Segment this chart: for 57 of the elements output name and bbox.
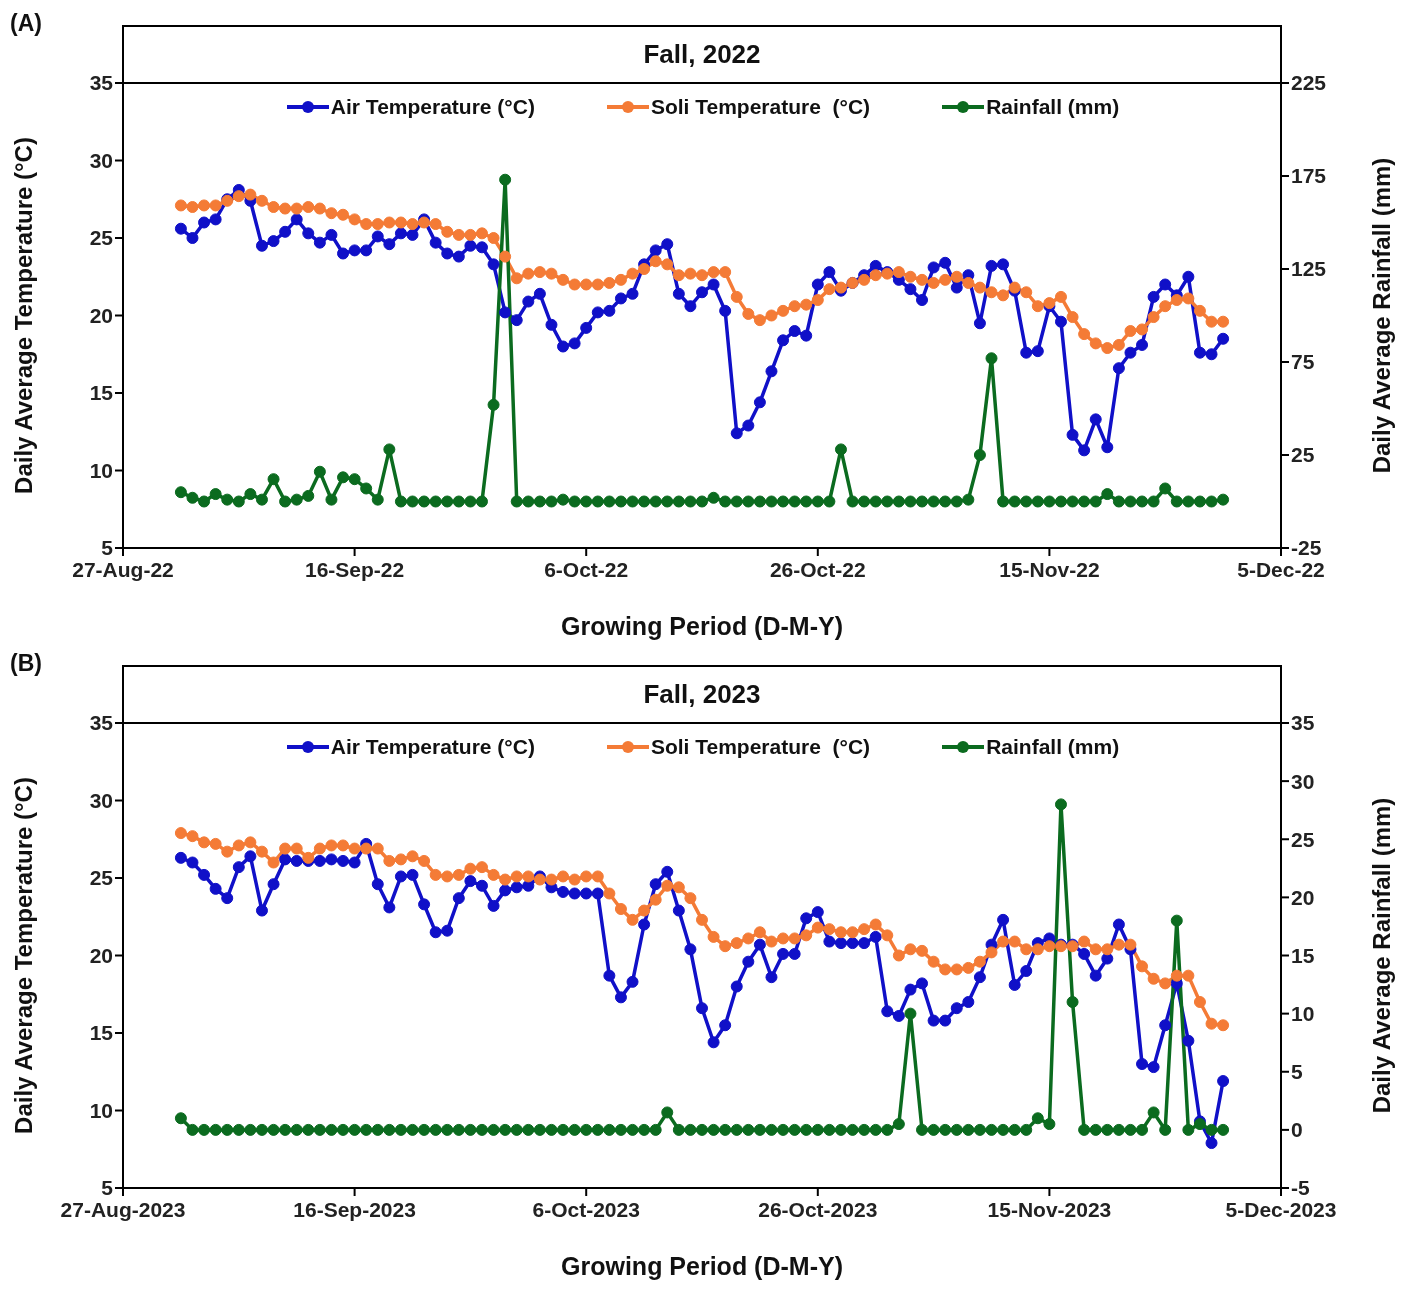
y-tick-label: 35 <box>89 71 114 95</box>
chart-title: Fall, 2022 <box>122 25 1282 84</box>
y-tick-label: 5 <box>101 536 114 560</box>
x-tick-label: 16-Sep-22 <box>304 557 405 581</box>
y2-tick-label: 25 <box>1291 827 1315 851</box>
x-tick-label: 26-Oct-22 <box>769 557 866 581</box>
y-tick-label: 25 <box>89 866 114 890</box>
y2-tick-label: -5 <box>1291 1176 1310 1200</box>
y-tick-label: 25 <box>89 226 114 250</box>
y-tick-label: 30 <box>89 148 113 172</box>
y-axis-title: Daily Average Temperature (°C) <box>9 777 37 1134</box>
text: (A) <box>10 10 42 37</box>
legend-label: Rainfall (mm) <box>986 735 1120 759</box>
chart-title: Fall, 2023 <box>122 665 1282 724</box>
y2-tick-label: 125 <box>1291 257 1327 281</box>
y-tick-label: 15 <box>89 1021 114 1045</box>
y2-tick-label: 75 <box>1291 350 1315 374</box>
y-tick-label: 20 <box>89 303 113 327</box>
y2-tick-label: 30 <box>1291 769 1315 793</box>
y2-axis-title: Daily Average Rainfall (mm) <box>1367 797 1395 1114</box>
y2-tick-label: 20 <box>1291 885 1315 909</box>
y-tick-label: 10 <box>89 1098 113 1122</box>
y2-tick-label: 15 <box>1291 943 1315 967</box>
legend-label: Soli Temperature (°C) <box>650 95 871 119</box>
x-tick-label: 27-Aug-22 <box>72 557 174 581</box>
y2-tick-label: 5 <box>1291 1060 1303 1084</box>
y-tick-label: 10 <box>89 458 113 482</box>
y2-tick-label: 25 <box>1291 443 1315 467</box>
y-tick-label: 20 <box>89 943 113 967</box>
y2-tick-label: 225 <box>1291 71 1327 95</box>
x-tick-label: 27-Aug-2023 <box>60 1197 186 1221</box>
legend-label: Soli Temperature (°C) <box>650 735 871 759</box>
x-tick-label: 26-Oct-2023 <box>758 1197 878 1221</box>
text: (B) <box>10 650 42 677</box>
x-tick-label: 5-Dec-2023 <box>1225 1197 1337 1221</box>
y-axis-title: Daily Average Temperature (°C) <box>9 137 37 494</box>
legend-label: Air Temperature (°C) <box>330 735 535 759</box>
x-tick-label: 16-Sep-2023 <box>293 1197 416 1221</box>
y2-tick-label: -25 <box>1291 536 1322 560</box>
y-tick-label: 35 <box>89 711 114 735</box>
x-axis-title: Growing Period (D-M-Y) <box>561 1252 843 1280</box>
y2-axis-title: Daily Average Rainfall (mm) <box>1367 157 1395 474</box>
x-tick-label: 6-Oct-22 <box>544 557 629 581</box>
y-tick-label: 5 <box>101 1176 114 1200</box>
legend-label: Air Temperature (°C) <box>330 95 535 119</box>
y2-tick-label: 0 <box>1291 1118 1303 1142</box>
legend-label: Rainfall (mm) <box>986 95 1120 119</box>
y-tick-label: 30 <box>89 788 113 812</box>
x-tick-label: 6-Oct-2023 <box>532 1197 640 1221</box>
x-tick-label: 5-Dec-22 <box>1237 557 1325 581</box>
x-tick-label: 15-Nov-2023 <box>987 1197 1112 1221</box>
y2-tick-label: 10 <box>1291 1002 1315 1026</box>
y-tick-label: 15 <box>89 381 114 405</box>
x-axis-title: Growing Period (D-M-Y) <box>561 612 843 640</box>
x-tick-label: 15-Nov-22 <box>999 557 1100 581</box>
y2-tick-label: 175 <box>1291 164 1327 188</box>
y2-tick-label: 35 <box>1291 711 1315 735</box>
